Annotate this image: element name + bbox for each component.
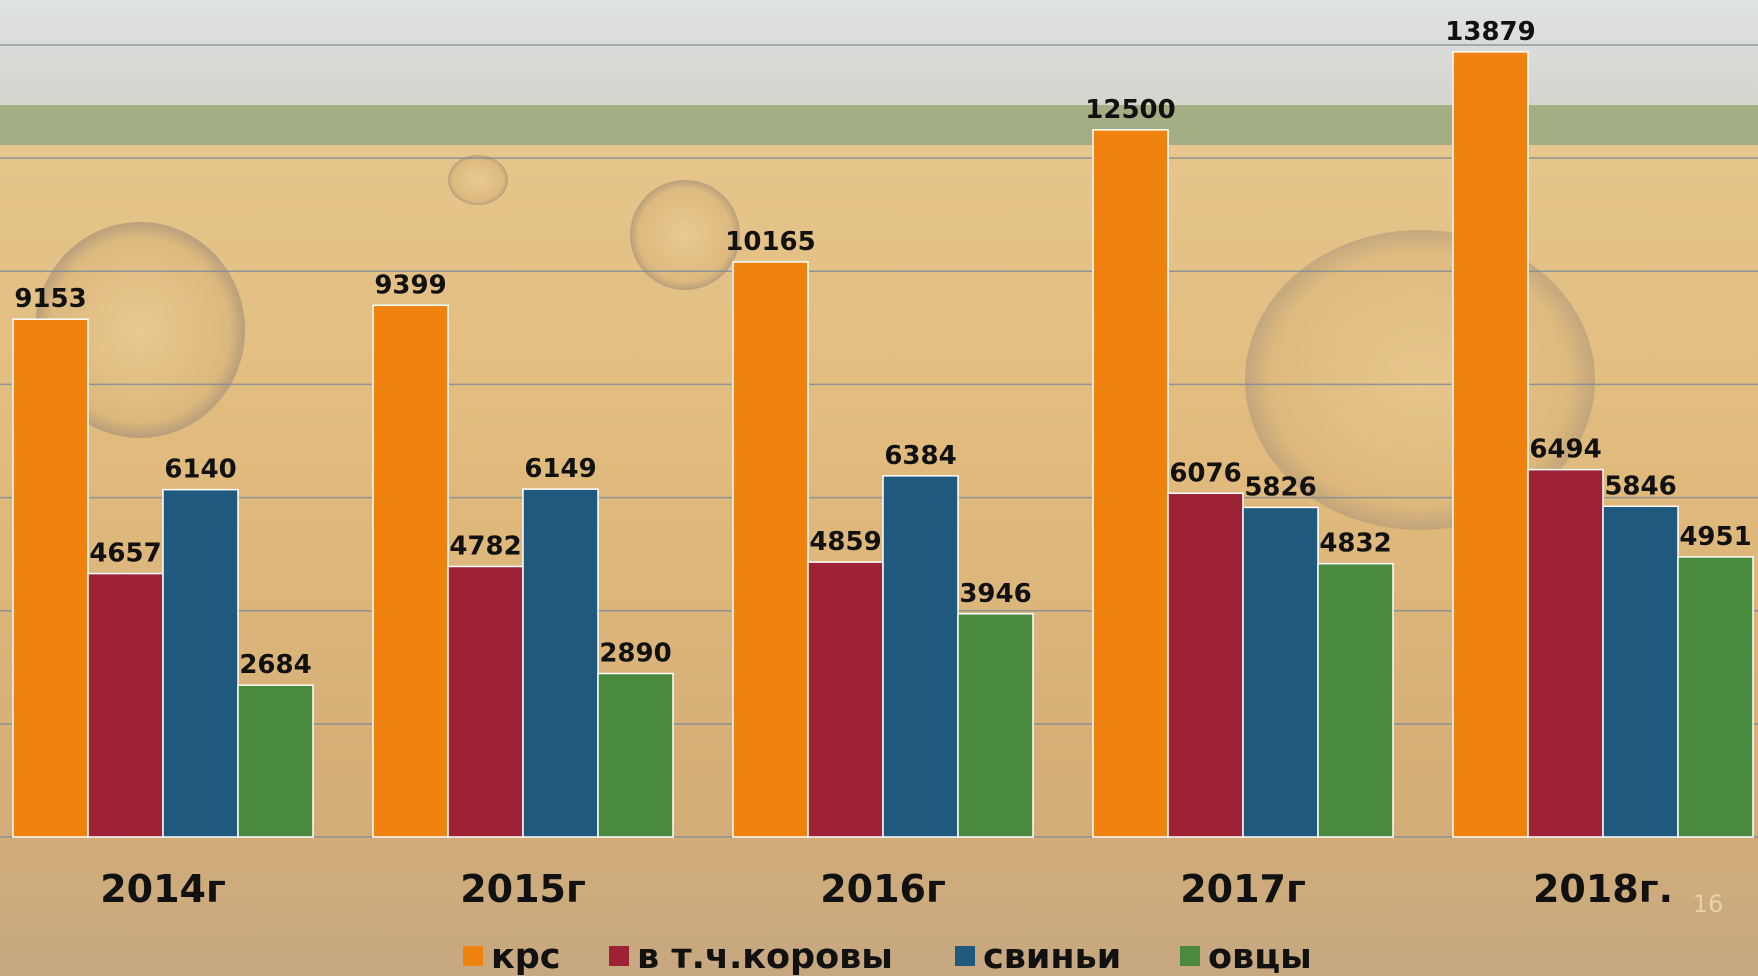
value-label: 6149 [524,454,596,484]
bar [237,684,314,838]
x-tick-label: 2018г. [1533,867,1673,911]
value-label: 9399 [374,270,446,300]
value-label: 6384 [884,441,956,471]
value-label: 4859 [809,527,881,557]
bar [162,488,239,838]
bar [732,261,809,838]
bar [1167,492,1244,838]
value-label: 12500 [1085,95,1175,125]
value-label: 5826 [1244,472,1316,502]
page-number: 16 [1693,890,1724,918]
value-label: 2890 [599,639,671,669]
legend-label: овцы [1208,937,1312,976]
bar [12,318,89,838]
value-label: 13879 [1445,17,1535,47]
bar [1242,506,1319,838]
value-label: 2684 [239,650,311,680]
bar [522,488,599,838]
bar [447,565,524,838]
legend-swatch [609,946,629,966]
value-label: 4951 [1679,522,1751,552]
bar [1092,129,1169,838]
bar [87,572,164,838]
value-label: 6494 [1529,435,1601,465]
bar [1527,468,1604,838]
legend-swatch [463,946,483,966]
value-label: 5846 [1604,471,1676,501]
bar [597,672,674,838]
value-label: 4657 [89,539,161,569]
x-tick-label: 2014г [100,867,226,911]
bar [1317,562,1394,838]
bar [807,561,884,838]
x-tick-label: 2016г [820,867,946,911]
legend-label: в т.ч.коровы [637,937,893,976]
value-label: 6140 [164,455,236,485]
bar [882,475,959,838]
value-label: 4782 [449,531,521,561]
bar [1452,51,1529,838]
value-label: 6076 [1169,458,1241,488]
legend-swatch [1180,946,1200,966]
value-label: 9153 [14,284,86,314]
bar [1677,556,1754,838]
x-tick-label: 2015г [460,867,586,911]
legend-label: крс [491,937,561,976]
x-tick-label: 2017г [1180,867,1306,911]
legend-label: свиньи [983,937,1121,976]
bar [1602,505,1679,838]
value-label: 4832 [1319,529,1391,559]
value-label: 3946 [959,579,1031,609]
value-label: 10165 [725,227,815,257]
bar [957,613,1034,838]
bar [372,304,449,838]
legend-swatch [955,946,975,966]
